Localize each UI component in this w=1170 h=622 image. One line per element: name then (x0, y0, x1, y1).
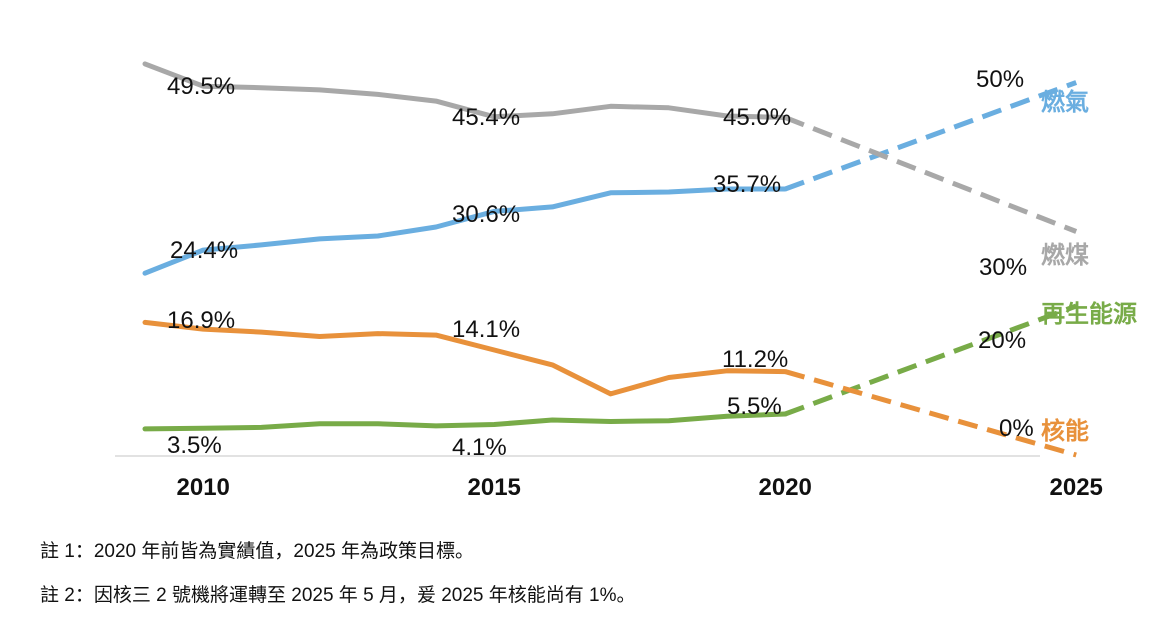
data-label: 45.0% (723, 104, 791, 131)
data-label: 35.7% (713, 171, 781, 198)
series-target-dashed-line (784, 115, 1078, 234)
data-label: 49.5% (167, 73, 235, 100)
footnote-2: 註 2：因核三 2 號機將運轉至 2025 年 5 月，爰 2025 年核能尚有… (40, 585, 636, 606)
data-label: 3.5% (167, 432, 222, 459)
data-label: 20% (978, 327, 1026, 354)
data-label: 24.4% (170, 237, 238, 264)
data-label: 16.9% (167, 307, 235, 334)
data-label: 14.1% (452, 316, 520, 343)
energy-mix-line-chart: 2010 2015 2020 2025 24.4% 30.6% 35.7% 50% 49.5% 4… (115, 61, 1137, 501)
x-tick-label: 2020 (759, 474, 812, 501)
data-label: 0% (999, 415, 1034, 442)
footnote-1: 註 1：2020 年前皆為實績值，2025 年為政策目標。 (40, 541, 474, 562)
series-line (142, 186, 788, 276)
x-tick-label: 2010 (177, 474, 230, 501)
series-name-label: 核能 (1041, 417, 1089, 445)
data-label: 4.1% (452, 434, 507, 461)
series-name-label: 燃煤 (1041, 242, 1089, 269)
series-name-label: 燃氣 (1041, 88, 1089, 116)
series-line (142, 319, 788, 397)
data-label: 11.2% (722, 346, 788, 373)
series-line (142, 411, 788, 432)
series-target-dashed-line (784, 80, 1078, 192)
data-label: 30% (979, 254, 1027, 281)
x-tick-label: 2015 (468, 474, 521, 501)
x-tick-label: 2025 (1050, 474, 1103, 501)
footnotes: 註 1：2020 年前皆為實績值，2025 年為政策目標。 註 2：因核三 2 … (40, 530, 636, 618)
data-label: 45.4% (452, 104, 520, 131)
data-label: 5.5% (727, 393, 782, 420)
series-target-dashed-line (784, 303, 1078, 417)
series-line (142, 61, 788, 120)
data-label: 30.6% (452, 201, 520, 228)
series-target-dashed-line (784, 369, 1077, 458)
data-label: 50% (976, 66, 1024, 93)
series-name-label: 再生能源 (1041, 300, 1137, 328)
